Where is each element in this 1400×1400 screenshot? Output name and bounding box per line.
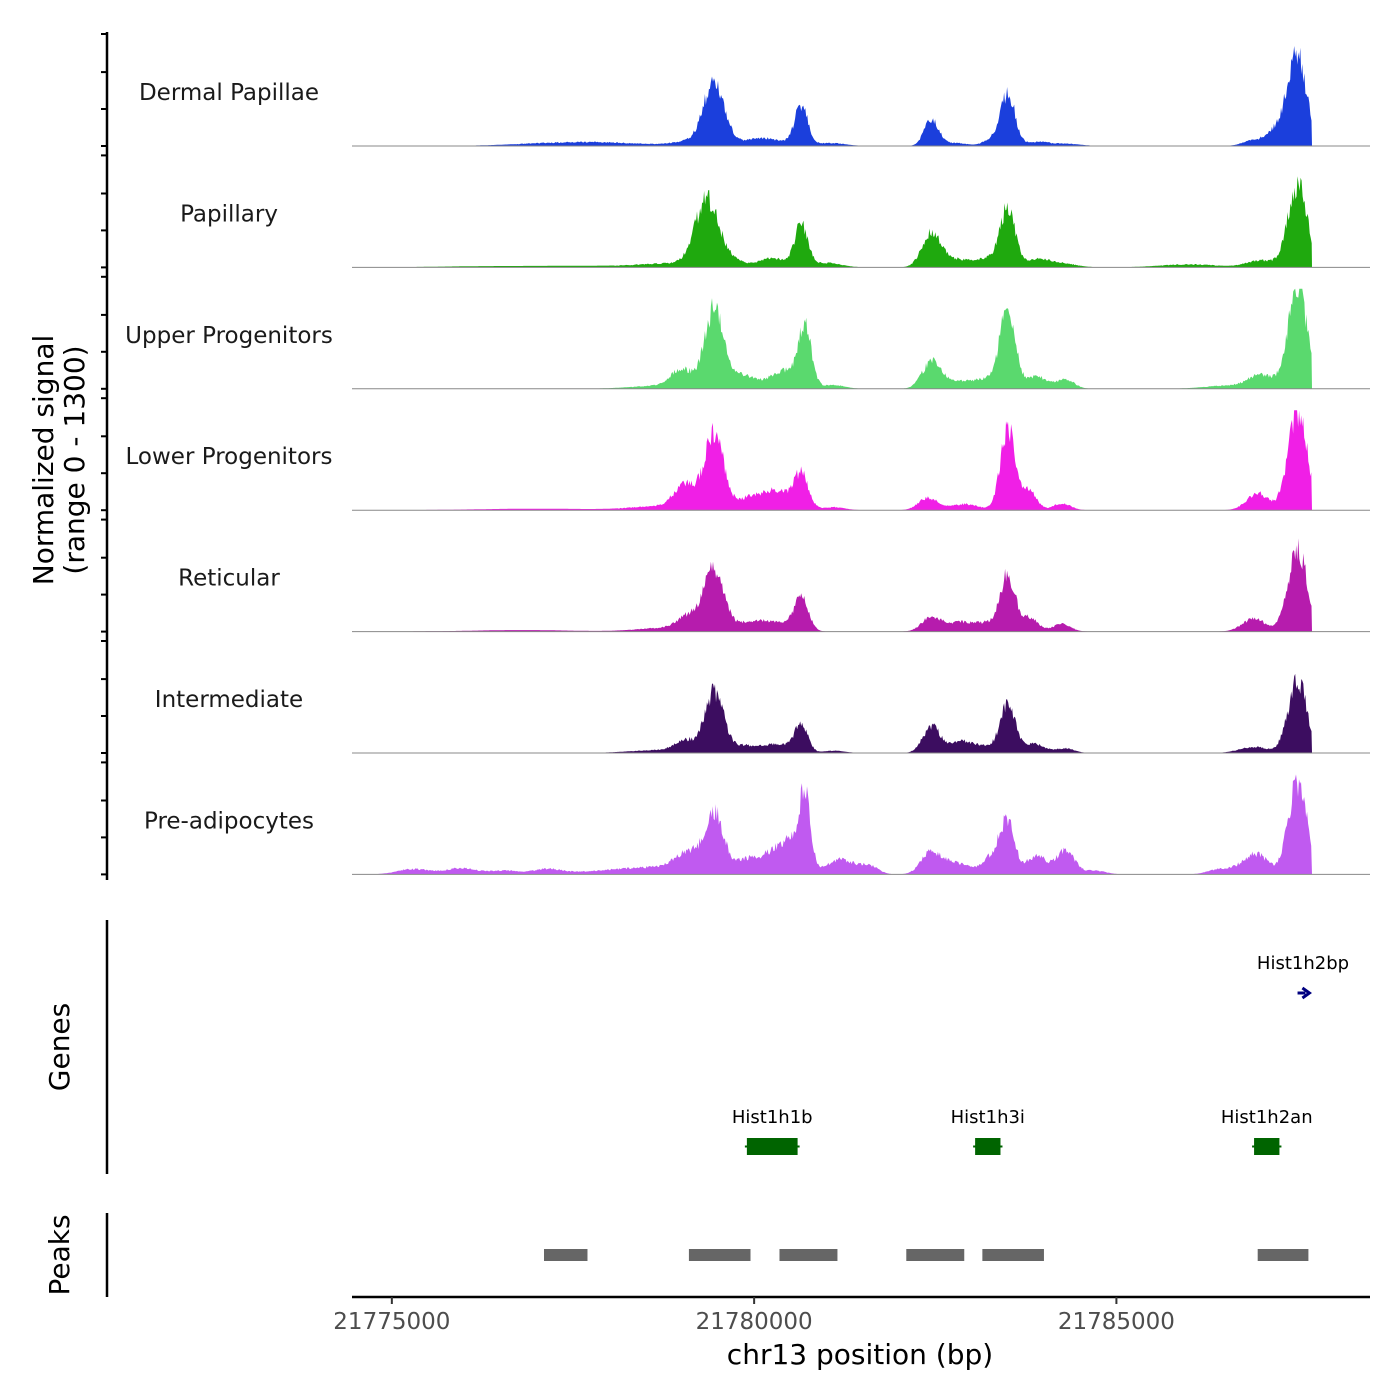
x-tick-label-0: 21775000 xyxy=(333,1309,450,1335)
y-axis-title-line1: Normalized signal xyxy=(27,335,60,586)
track-label-6: Pre-adipocytes xyxy=(144,808,314,834)
gene-label-3: Hist1h2an xyxy=(1221,1107,1313,1128)
peak-bar-2 xyxy=(779,1249,838,1261)
track-label-5: Intermediate xyxy=(155,687,303,713)
peak-bar-1 xyxy=(688,1249,751,1261)
signal-area-5 xyxy=(573,673,1312,753)
gene-annotations: Hist1h2bp Hist1h1b Hist1h3i Hist1h2an xyxy=(732,953,1349,1155)
peak-bar-5 xyxy=(1257,1249,1309,1261)
x-axis: 21775000 21780000 21785000 xyxy=(333,1297,1175,1335)
signal-y-axis xyxy=(101,32,109,880)
peak-bar-4 xyxy=(982,1249,1044,1261)
x-axis-title: chr13 position (bp) xyxy=(727,1338,993,1371)
track-label-2: Upper Progenitors xyxy=(125,323,333,349)
signal-area-2 xyxy=(573,288,1312,389)
track-label-1: Papillary xyxy=(180,201,278,227)
peak-bars xyxy=(544,1249,1309,1261)
signal-area-3 xyxy=(362,410,1312,511)
gene-label-1: Hist1h1b xyxy=(732,1107,813,1128)
x-tick-label-2: 21785000 xyxy=(1058,1309,1175,1335)
signal-area-4 xyxy=(370,538,1313,632)
gene-label-0: Hist1h2bp xyxy=(1257,953,1349,974)
signal-area-6 xyxy=(365,774,1312,875)
x-tick-label-1: 21780000 xyxy=(696,1309,813,1335)
signal-tracks xyxy=(333,46,1370,875)
signal-area-0 xyxy=(420,46,1312,146)
track-label-4: Reticular xyxy=(178,566,280,592)
peaks-track-label: Peaks xyxy=(43,1214,76,1295)
genes-track-label: Genes xyxy=(43,1003,76,1091)
peak-bar-0 xyxy=(544,1249,588,1261)
peak-bar-3 xyxy=(906,1249,965,1261)
signal-area-1 xyxy=(333,176,1312,268)
track-labels: Dermal Papillae Papillary Upper Progenitor… xyxy=(125,80,333,834)
gene-label-2: Hist1h3i xyxy=(951,1107,1025,1128)
track-label-3: Lower Progenitors xyxy=(126,444,333,470)
track-label-0: Dermal Papillae xyxy=(139,80,319,106)
y-axis-title-line2: (range 0 - 1300) xyxy=(58,345,91,574)
gene-arrow-head-0 xyxy=(1301,986,1312,1000)
